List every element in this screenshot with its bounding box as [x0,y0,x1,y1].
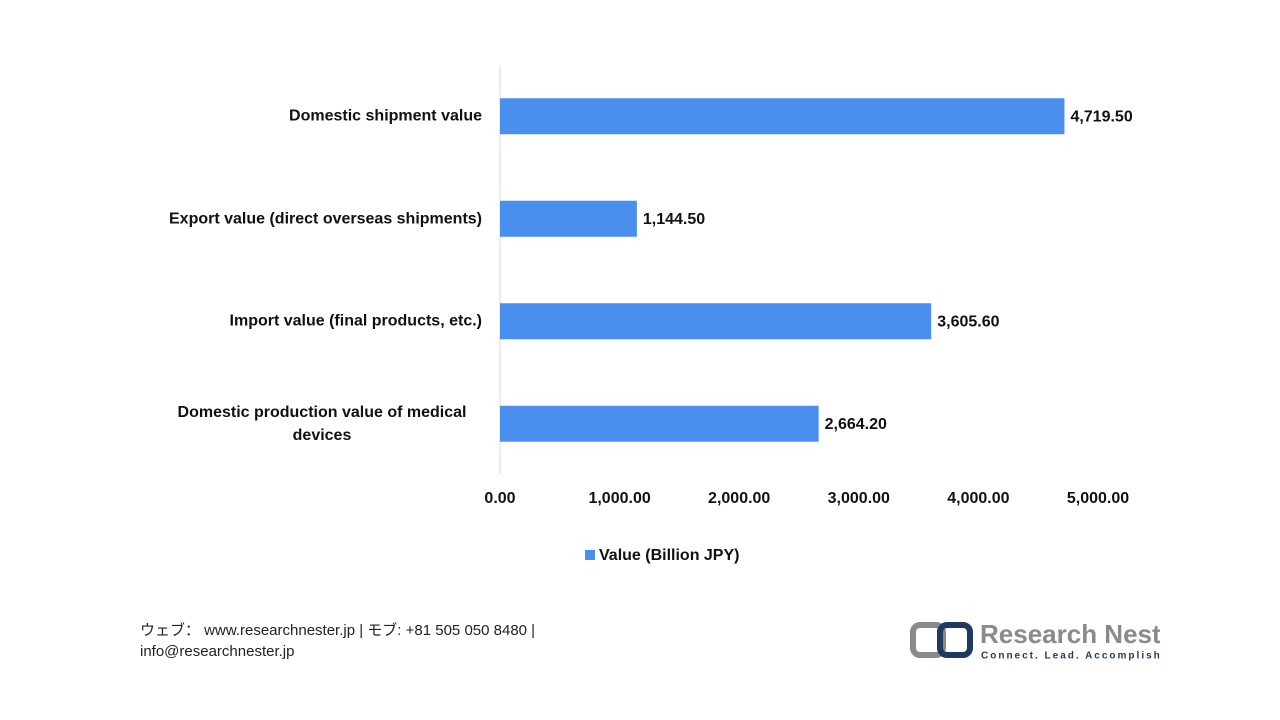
bar [500,98,1065,135]
category-label: Import value (final products, etc.) [229,312,482,330]
bar [500,405,819,442]
footer-contact: ウェブ： www.researchnester.jp | モブ: +81 505… [140,622,536,639]
x-tick-label: 5,000.00 [1067,490,1129,507]
category-label: Domestic shipment value [289,107,482,125]
footer: ウェブ： www.researchnester.jp | モブ: +81 505… [140,620,535,662]
category-label: Domestic production value of medical dev… [177,403,467,444]
logo: Research Nester Connect. Lead. Accomplis… [910,618,1185,668]
footer-email: info@researchnester.jp [140,643,295,660]
logo-tagline: Connect. Lead. Accomplish [981,651,1160,662]
legend-label: Value (Billion JPY) [599,547,739,564]
bar [500,200,637,237]
category-label-box: Domestic production value of medical dev… [162,401,482,447]
x-tick-label: 1,000.00 [588,490,650,507]
bar [500,303,932,340]
x-tick-label: 3,000.00 [828,490,890,507]
value-label: 1,144.50 [643,211,705,228]
category-label-box: Import value (final products, etc.) [162,310,482,333]
logo-graphic: Research Nester Connect. Lead. Accomplis… [910,619,1185,662]
x-tick-label: 2,000.00 [708,490,770,507]
x-tick-label: 4,000.00 [947,490,1009,507]
logo-name: Research Nester [980,619,1160,649]
value-label: 3,605.60 [937,313,999,330]
value-label: 4,719.50 [1070,108,1132,125]
category-label-box: Domestic shipment value [162,105,482,128]
legend-swatch [585,550,595,560]
category-label: Export value (direct overseas shipments) [169,210,482,228]
value-label: 2,664.20 [825,416,887,433]
x-tick-label: 0.00 [484,490,515,507]
category-label-box: Export value (direct overseas shipments) [162,207,482,230]
